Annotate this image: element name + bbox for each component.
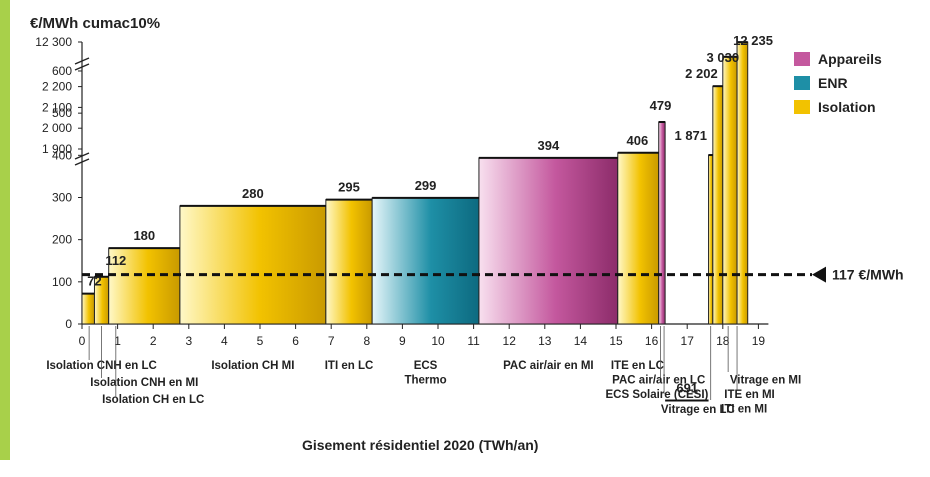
bar-value-label: 12 235 bbox=[733, 33, 773, 48]
x-tick-label: 3 bbox=[185, 334, 192, 348]
bar bbox=[478, 157, 619, 325]
x-tick-label: 16 bbox=[645, 334, 659, 348]
bar bbox=[658, 121, 666, 325]
y-tick-label: 400 bbox=[52, 148, 72, 162]
segment-annotation: Thermo bbox=[404, 374, 446, 386]
bar-value-label: 2 202 bbox=[685, 66, 718, 81]
x-tick-label: 10 bbox=[431, 334, 445, 348]
segment-annotation: Vitrage en MI bbox=[730, 374, 801, 386]
threshold-arrow-icon bbox=[812, 266, 826, 283]
legend-label: Appareils bbox=[818, 51, 882, 67]
bar-value-label: 691 bbox=[676, 380, 698, 395]
segment-annotation: Vitrage en LC bbox=[661, 404, 735, 416]
bar bbox=[81, 293, 95, 325]
bar-value-label: 394 bbox=[538, 138, 560, 153]
x-tick-label: 12 bbox=[503, 334, 517, 348]
accent-bar bbox=[0, 0, 10, 460]
chart-title: €/MWh cumac10% bbox=[30, 15, 160, 32]
legend-swatch bbox=[794, 100, 810, 114]
bar-value-label: 180 bbox=[133, 228, 155, 243]
bar-value-label: 299 bbox=[415, 178, 437, 193]
threshold-label: 117 €/MWh bbox=[832, 267, 904, 283]
bar bbox=[722, 56, 738, 325]
y-tick-label: 2 200 bbox=[42, 80, 72, 94]
bar-value-label: 3 030 bbox=[707, 50, 740, 65]
x-tick-label: 14 bbox=[574, 334, 588, 348]
segment-annotation: Isolation CH MI bbox=[211, 360, 294, 372]
legend-swatch bbox=[794, 76, 810, 90]
x-tick-label: 8 bbox=[363, 334, 370, 348]
x-tick-label: 1 bbox=[114, 334, 121, 348]
y-tick-label: 500 bbox=[52, 106, 72, 120]
y-tick-label: 200 bbox=[52, 233, 72, 247]
bar-value-label: 295 bbox=[338, 180, 360, 195]
bar-value-label: 1 871 bbox=[674, 128, 707, 143]
x-tick-label: 19 bbox=[752, 334, 766, 348]
axis-break-mark bbox=[74, 57, 90, 71]
y-tick-label: 2 000 bbox=[42, 121, 72, 135]
bar-value-label: 280 bbox=[242, 186, 264, 201]
y-tick-label: 1 900 bbox=[42, 142, 72, 156]
axis-break-mark bbox=[74, 152, 90, 166]
x-tick-label: 17 bbox=[681, 334, 695, 348]
y-tick-label: 12 300 bbox=[35, 35, 72, 49]
bar-value-label: 406 bbox=[627, 133, 649, 148]
x-tick-label: 15 bbox=[609, 334, 623, 348]
x-tick-label: 7 bbox=[328, 334, 335, 348]
y-tick-label: 300 bbox=[52, 190, 72, 204]
legend-label: Isolation bbox=[818, 99, 876, 115]
bar bbox=[736, 41, 749, 325]
bar-value-label: 479 bbox=[650, 98, 672, 113]
y-tick-label: 0 bbox=[65, 317, 72, 331]
segment-annotation: ITE en MI bbox=[724, 389, 774, 401]
y-tick-label: 600 bbox=[52, 64, 72, 78]
bar-value-label: 112 bbox=[105, 253, 126, 268]
legend-label: ENR bbox=[818, 75, 848, 91]
x-axis-title: Gisement résidentiel 2020 (TWh/an) bbox=[302, 437, 539, 453]
y-tick-label: 2 100 bbox=[42, 100, 72, 114]
x-tick-label: 13 bbox=[538, 334, 552, 348]
segment-annotation: PAC air/air en LC bbox=[612, 374, 705, 386]
segment-annotation: ITI en MI bbox=[721, 403, 767, 415]
x-tick-label: 11 bbox=[467, 334, 480, 348]
legend-swatch bbox=[794, 52, 810, 66]
x-tick-label: 2 bbox=[150, 334, 157, 348]
y-tick-label: 100 bbox=[52, 275, 72, 289]
segment-annotation: Isolation CNH en MI bbox=[90, 377, 198, 389]
bar bbox=[325, 199, 373, 325]
x-tick-label: 9 bbox=[399, 334, 406, 348]
x-tick-label: 18 bbox=[716, 334, 730, 348]
x-tick-label: 5 bbox=[257, 334, 264, 348]
x-tick-label: 0 bbox=[79, 334, 86, 348]
x-tick-label: 4 bbox=[221, 334, 228, 348]
bar-value-label: 72 bbox=[87, 274, 101, 289]
bar bbox=[179, 205, 327, 325]
segment-annotation: ITI en LC bbox=[325, 360, 374, 372]
segment-annotation: ECS bbox=[414, 360, 438, 372]
x-tick-label: 6 bbox=[292, 334, 299, 348]
segment-annotation: PAC air/air en MI bbox=[503, 360, 594, 372]
bar bbox=[708, 154, 714, 325]
bar bbox=[617, 152, 660, 325]
bar bbox=[371, 197, 480, 325]
segment-annotation: ECS Solaire (CESI) bbox=[605, 389, 708, 401]
segment-annotation: ITE en LC bbox=[611, 360, 664, 372]
bar bbox=[712, 85, 724, 325]
bar bbox=[108, 247, 181, 325]
segment-annotation: Isolation CH en LC bbox=[102, 394, 204, 406]
